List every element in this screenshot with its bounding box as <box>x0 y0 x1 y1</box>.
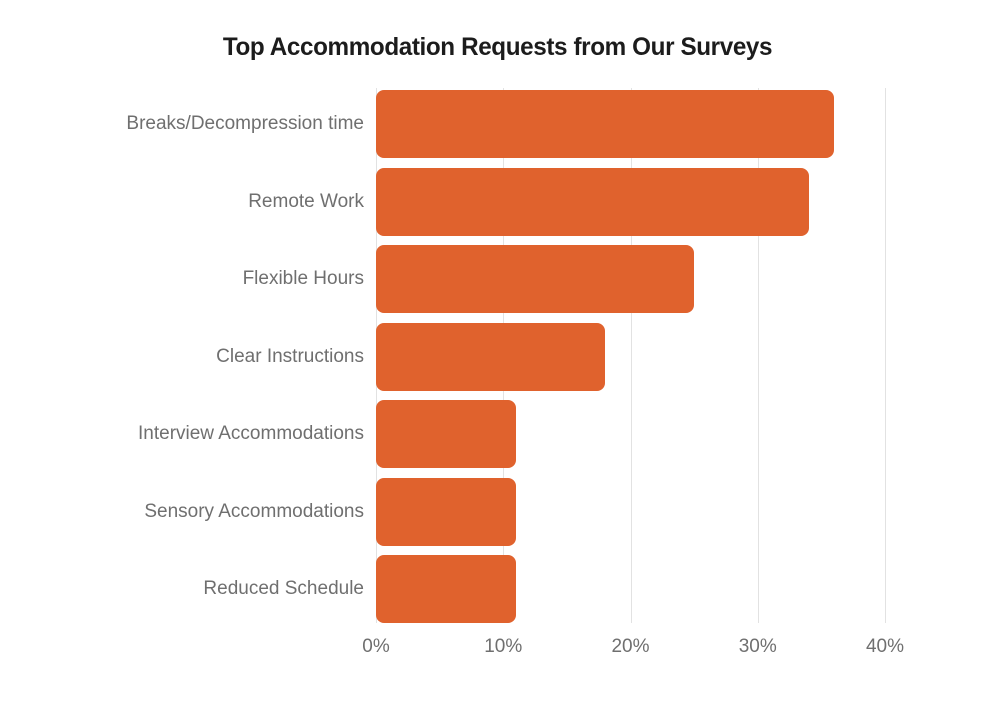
bar <box>376 245 695 313</box>
category-label: Flexible Hours <box>242 268 364 289</box>
gridline <box>885 88 886 623</box>
x-axis: 0% 10% 20% 30% 40% <box>362 636 948 666</box>
category-label: Interview Accommodations <box>138 423 364 444</box>
category-label: Breaks/Decompression time <box>126 113 364 134</box>
chart-title: Top Accommodation Requests from Our Surv… <box>222 33 773 61</box>
bar <box>376 167 809 236</box>
gridline <box>757 88 759 623</box>
category-label: Clear Instructions <box>216 345 364 367</box>
y-axis-labels: Breaks/Decompression time Remote Work Flex… <box>0 88 364 623</box>
bar <box>376 90 835 158</box>
x-tick-label: 20% <box>611 636 650 657</box>
x-tick-label: 0% <box>362 636 390 657</box>
category-label: Sensory Accommodations <box>144 500 364 522</box>
bar <box>376 322 606 391</box>
bar <box>376 555 516 623</box>
x-tick-label: 10% <box>484 636 523 657</box>
x-tick-label: 40% <box>865 636 905 657</box>
x-tick-label: 30% <box>738 636 777 657</box>
bar <box>376 477 516 546</box>
plot-area <box>376 88 948 623</box>
category-label: Reduced Schedule <box>203 578 364 599</box>
bar <box>376 400 516 468</box>
gridline <box>630 88 632 623</box>
category-label: Remote Work <box>248 190 364 212</box>
